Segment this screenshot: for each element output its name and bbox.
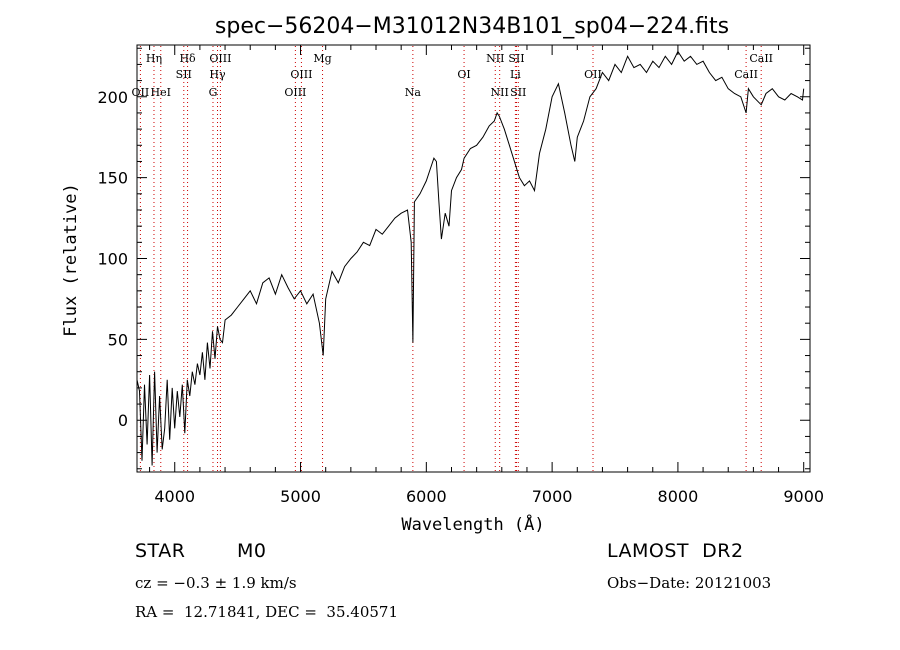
line-marker-label: CaII (749, 52, 773, 65)
observation-date: Obs−Date: 20121003 (607, 574, 772, 592)
line-marker-label: OII (132, 86, 150, 99)
line-marker-label: OIII (290, 68, 312, 81)
line-marker-label: SII (176, 68, 192, 81)
y-axis: 0 50 100 150 200 (97, 47, 810, 470)
line-marker-label: Hδ (179, 52, 196, 65)
spectrum-line (136, 50, 805, 466)
emission-line-markers (139, 46, 762, 471)
y-tick-label: 150 (97, 169, 128, 188)
x-axis-label: Wavelength (Å) (401, 513, 544, 535)
line-marker-label: NII (486, 52, 504, 65)
line-marker-label: NII (491, 86, 509, 99)
y-tick-label: 0 (118, 411, 128, 430)
line-marker-label: OIII (284, 86, 306, 99)
line-marker-label: OII (584, 68, 602, 81)
redshift-readout: cz = −0.3 ± 1.9 km/s (135, 574, 297, 592)
line-marker-label: Hγ (209, 68, 226, 81)
x-tick-label: 8000 (658, 487, 699, 506)
y-axis-label: Flux (relative) (61, 183, 81, 337)
x-tick-label: 4000 (154, 487, 195, 506)
line-marker-label: SII (510, 86, 526, 99)
line-marker-label: HeI (151, 86, 171, 99)
line-marker-label: CaII (734, 68, 758, 81)
line-marker-label: G (209, 86, 218, 99)
y-tick-label: 100 (97, 250, 128, 269)
survey-label: LAMOST DR2 (607, 540, 744, 562)
y-tick-label: 50 (108, 330, 128, 349)
x-tick-label: 7000 (532, 487, 573, 506)
line-marker-label: OI (457, 68, 470, 81)
y-tick-label: 200 (97, 88, 128, 107)
line-marker-label: OIII (209, 52, 231, 65)
spectral-subclass: M0 (237, 540, 267, 562)
line-marker-label: SII (508, 52, 524, 65)
line-marker-label: Mg (313, 52, 331, 65)
x-tick-label: 6000 (406, 487, 447, 506)
coordinates-readout: RA = 12.71841, DEC = 35.40571 (135, 603, 399, 621)
line-marker-label: Li (510, 68, 521, 81)
x-axis: 4000 5000 6000 7000 8000 9000 (149, 45, 824, 506)
plot-frame (136, 44, 811, 473)
line-marker-label: Na (405, 86, 422, 99)
x-tick-label: 5000 (280, 487, 321, 506)
line-marker-label: Hη (146, 52, 162, 65)
object-class: STAR (135, 540, 186, 562)
x-tick-label: 9000 (783, 487, 824, 506)
chart-title: spec−56204−M31012N34B101_sp04−224.fits (215, 14, 729, 39)
